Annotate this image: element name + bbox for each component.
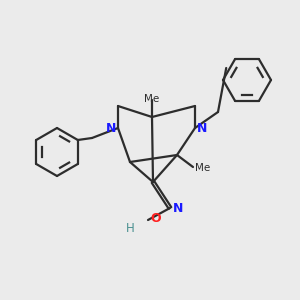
Text: H: H	[126, 221, 134, 235]
Text: N: N	[173, 202, 183, 214]
Text: O: O	[150, 212, 160, 226]
Text: Me: Me	[195, 163, 210, 173]
Text: Me: Me	[144, 94, 160, 104]
Text: N: N	[197, 122, 207, 134]
Text: N: N	[106, 122, 116, 134]
